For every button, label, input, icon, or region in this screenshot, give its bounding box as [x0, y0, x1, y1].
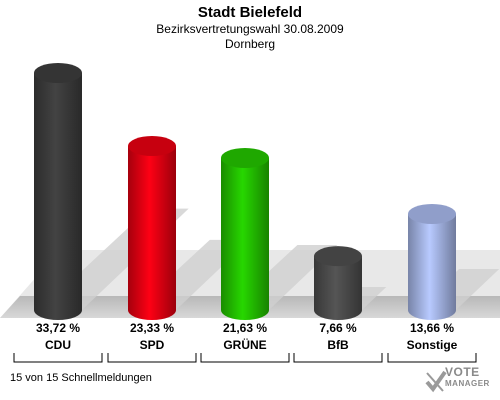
value-labels: 33,72 % 23,33 % 21,63 % 7,66 % 13,66 % [36, 321, 454, 335]
category-label-sonstige: Sonstige [407, 338, 458, 352]
bar-top-sonstige [408, 203, 456, 224]
logo-line-vote: VOTE [445, 365, 480, 379]
bar-top-bfb [314, 246, 362, 267]
value-label-bfb: 7,66 % [319, 321, 357, 335]
value-label-grne: 21,63 % [223, 321, 267, 335]
chart-subtitle: Bezirksvertretungswahl 30.08.2009 [156, 22, 344, 36]
bar-cdu [34, 72, 82, 320]
chart-title: Stadt Bielefeld [197, 4, 303, 21]
category-label-bfb: BfB [327, 338, 349, 352]
category-label-spd: SPD [140, 338, 165, 352]
category-labels: CDU SPD GRÜNE BfB Sonstige [45, 337, 458, 352]
value-label-spd: 23,33 % [130, 321, 174, 335]
category-bracket-cdu [13, 353, 103, 363]
bar-grne [221, 157, 269, 320]
bar-top-grne [221, 147, 269, 168]
bar-bfb [314, 256, 362, 320]
category-bracket-bfb [293, 353, 383, 363]
vote-check-icon [425, 370, 447, 393]
value-label-cdu: 33,72 % [36, 321, 80, 335]
bar-spd [128, 146, 176, 320]
bar-sonstige [408, 213, 456, 320]
category-label-grne: GRÜNE [223, 337, 266, 352]
category-bracket-grne [200, 353, 290, 363]
bar-top-spd [128, 136, 176, 157]
report-count-note: 15 von 15 Schnellmeldungen [10, 372, 152, 384]
category-label-cdu: CDU [45, 338, 71, 352]
category-bracket-sonstige [387, 353, 477, 363]
category-brackets [13, 353, 477, 363]
category-bracket-spd [107, 353, 197, 363]
bar-top-cdu [34, 62, 82, 83]
bars-group [34, 62, 456, 320]
vote-manager-logo: VOTE MANAGER [425, 365, 497, 397]
value-label-sonstige: 13,66 % [410, 321, 454, 335]
logo-line-manager: MANAGER [445, 379, 490, 388]
district-name: Dornberg [224, 37, 276, 51]
